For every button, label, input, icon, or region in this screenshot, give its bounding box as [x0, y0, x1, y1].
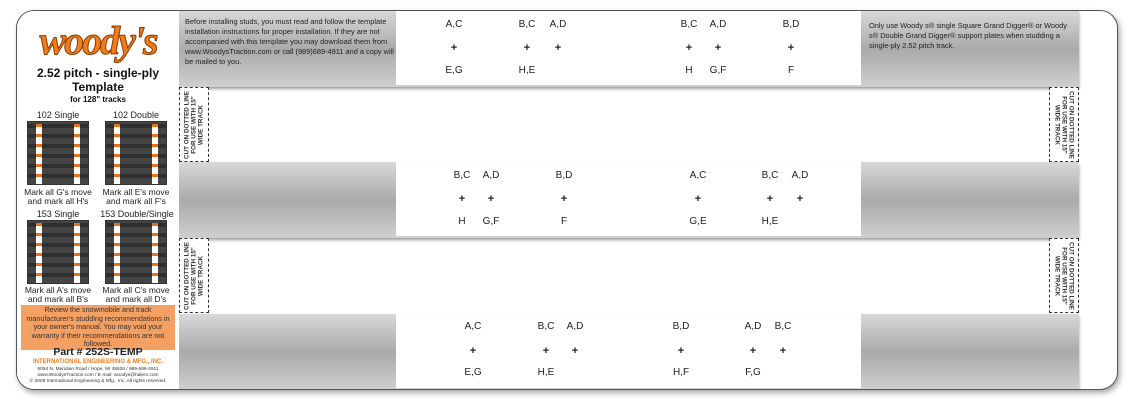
stud-label-top: B,D — [555, 170, 573, 181]
woodys-logo: woody's — [39, 18, 159, 64]
mark-instruction: and mark all F's — [106, 196, 166, 206]
stud-label-bottom: H — [685, 65, 693, 76]
stud-plus-mark: + — [469, 345, 477, 357]
stud-plus-mark: + — [779, 345, 787, 357]
track-name: 102 Double — [112, 110, 160, 120]
pitch-title: 2.52 pitch - single-ply — [36, 66, 160, 80]
stud-plus-mark: + — [694, 193, 702, 205]
mark-instruction: Mark all E's move — [102, 187, 170, 197]
mark-instruction: and mark all B's — [27, 294, 89, 304]
stud-label-bottom: F,G — [745, 367, 761, 378]
mark-instruction: Mark all A's move — [24, 285, 92, 295]
stud-strip-3 — [179, 314, 1079, 389]
stud-label-bottom: F — [787, 65, 795, 76]
stud-label-top: B,C — [761, 170, 779, 181]
cut-line-box: CUT ON DOTTED LINE FOR USE WITH 15" WIDE… — [1049, 87, 1079, 162]
stud-plus-mark: + — [787, 42, 795, 54]
stud-label-bottom: E,G — [445, 65, 463, 76]
install-instructions: Before installing studs, you must read a… — [185, 17, 394, 66]
stud-plus-mark: + — [685, 42, 693, 54]
track-name: 153 Single — [36, 209, 80, 219]
cut-line-box: CUT ON DOTTED LINE FOR USE WITH 15" WIDE… — [1049, 238, 1079, 313]
stud-label-top: B,C — [518, 19, 536, 30]
mark-instruction: Mark all C's move — [102, 285, 170, 295]
stud-label-top: A,D — [744, 321, 762, 332]
mark-instruction: and mark all H's — [27, 196, 89, 206]
address: 6054 N. Meridian Road / Hope, MI 48628 /… — [37, 367, 159, 372]
stud-label-bottom: G,F — [482, 216, 500, 227]
stud-label-bottom: H,F — [672, 367, 690, 378]
stud-label-bottom: F — [560, 216, 568, 227]
mark-instruction: and mark all D's — [105, 294, 167, 304]
stud-plus-mark: + — [560, 193, 568, 205]
stud-label-top: A,C — [464, 321, 482, 332]
cut-line-box: CUT ON DOTTED LINE FOR USE WITH 15" WIDE… — [179, 238, 209, 313]
stud-label-top: A,D — [566, 321, 584, 332]
stud-label-bottom: G,F — [709, 65, 727, 76]
stud-strip-2 — [179, 162, 1079, 238]
stud-label-top: A,D — [482, 170, 500, 181]
stud-label-top: A,C — [689, 170, 707, 181]
stud-strip-1 — [179, 11, 1079, 87]
track-diagram — [27, 121, 89, 185]
stud-plus-mark: + — [487, 193, 495, 205]
stud-label-top: A,C — [445, 19, 463, 30]
warranty-warning: Review the snowmobile and track manufact… — [21, 305, 175, 350]
stud-label-bottom: G,E — [689, 216, 707, 227]
stud-label-top: A,D — [709, 19, 727, 30]
track-diagram — [27, 220, 89, 284]
stud-plus-mark: + — [714, 42, 722, 54]
stud-plus-mark: + — [450, 42, 458, 54]
copyright: © 2008 International Engineering & Mfg.,… — [29, 379, 167, 384]
stud-plus-mark: + — [523, 42, 531, 54]
stud-plus-mark: + — [749, 345, 757, 357]
stud-label-top: B,C — [774, 321, 792, 332]
mark-instruction: Mark all G's move — [24, 187, 92, 197]
track-length: for 128" tracks — [70, 95, 126, 104]
stud-label-top: B,C — [453, 170, 471, 181]
stud-plus-mark: + — [571, 345, 579, 357]
part-number: Part # 252S-TEMP — [53, 346, 143, 358]
stud-label-bottom: H,E — [537, 367, 555, 378]
stud-label-bottom: H — [458, 216, 466, 227]
stud-plus-mark: + — [554, 42, 562, 54]
track-name: 102 Single — [36, 110, 80, 120]
stud-label-top: A,D — [549, 19, 567, 30]
info-panel: woody's 2.52 pitch - single-ply Template… — [17, 11, 179, 389]
stud-label-bottom: H,E — [518, 65, 536, 76]
support-plate-note: Only use Woody s® single Square Grand Di… — [869, 21, 1067, 50]
stud-plus-mark: + — [458, 193, 466, 205]
template-card: Before installing studs, you must read a… — [16, 10, 1118, 390]
stud-plus-mark: + — [796, 193, 804, 205]
stud-label-top: A,D — [791, 170, 809, 181]
stud-label-bottom: H,E — [761, 216, 779, 227]
stud-label-top: B,C — [680, 19, 698, 30]
stud-label-top: B,D — [672, 321, 690, 332]
stud-label-top: B,C — [537, 321, 555, 332]
track-name: 153 Double/Single — [100, 209, 174, 219]
company-name: INTERNATIONAL ENGINEERING & MFG., INC. — [32, 359, 164, 365]
cut-line-box: CUT ON DOTTED LINE FOR USE WITH 15" WIDE… — [179, 87, 209, 162]
track-diagram — [105, 220, 167, 284]
stud-plus-mark: + — [766, 193, 774, 205]
stud-plus-mark: + — [542, 345, 550, 357]
web-email: www.WoodysTraction.com / E-mail: woodys@… — [37, 373, 159, 378]
template-title: Template — [72, 80, 124, 94]
stud-label-top: B,D — [782, 19, 800, 30]
stud-label-bottom: E,G — [464, 367, 482, 378]
stud-plus-mark: + — [677, 345, 685, 357]
track-diagram — [105, 121, 167, 185]
